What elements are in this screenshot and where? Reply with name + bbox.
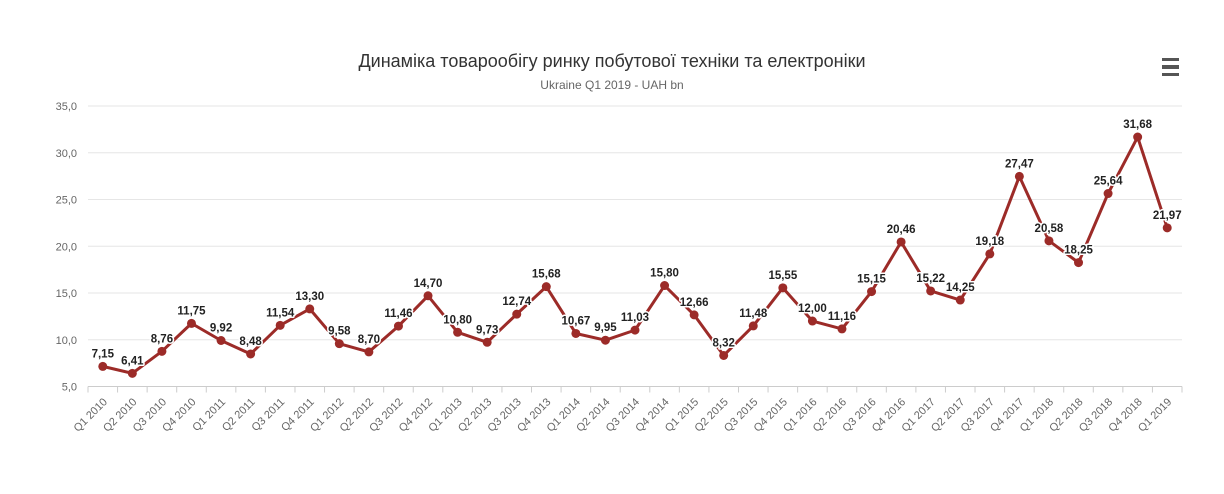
data-point[interactable] — [305, 304, 315, 314]
data-point-label: 19,18 — [975, 236, 1004, 248]
hamburger-menu-icon — [1161, 58, 1179, 76]
y-axis-label: 20,0 — [56, 241, 77, 253]
data-point-label: 10,67 — [561, 315, 590, 327]
data-point[interactable] — [157, 346, 167, 356]
data-point[interactable] — [985, 249, 995, 259]
y-axis-label: 15,0 — [56, 288, 77, 300]
data-point-label: 10,80 — [443, 314, 472, 326]
data-point-label: 11,75 — [177, 305, 206, 317]
data-point[interactable] — [512, 309, 522, 319]
export-menu-button[interactable] — [1158, 56, 1182, 78]
data-point[interactable] — [393, 321, 403, 331]
data-point-label: 9,92 — [210, 322, 232, 334]
data-point-label: 6,41 — [121, 355, 144, 367]
data-point-label: 8,70 — [358, 334, 380, 346]
y-axis-label: 35,0 — [56, 101, 77, 113]
data-point-label: 21,97 — [1153, 210, 1182, 222]
data-point[interactable] — [453, 327, 463, 337]
data-point[interactable] — [896, 237, 906, 247]
y-axis-label: 25,0 — [56, 195, 77, 207]
data-point-label: 25,64 — [1094, 176, 1123, 188]
data-point-label: 8,76 — [151, 333, 173, 345]
data-point-label: 8,32 — [713, 337, 735, 349]
data-point-label: 7,15 — [92, 348, 115, 360]
data-point[interactable] — [600, 335, 610, 345]
data-point-label: 15,15 — [857, 274, 886, 286]
data-point[interactable] — [423, 291, 433, 301]
data-point[interactable] — [867, 287, 877, 297]
data-point-label: 12,66 — [680, 297, 709, 309]
y-axis-label: 5,0 — [62, 382, 77, 394]
data-point[interactable] — [186, 318, 196, 328]
data-point[interactable] — [837, 324, 847, 334]
data-point-label: 27,47 — [1005, 158, 1034, 170]
data-point-label: 20,46 — [887, 224, 916, 236]
data-point[interactable] — [1044, 236, 1054, 246]
data-point-label: 11,54 — [266, 307, 295, 319]
data-point-label: 15,55 — [768, 270, 797, 282]
data-point[interactable] — [955, 295, 965, 305]
data-point-label: 14,70 — [414, 278, 443, 290]
data-point[interactable] — [778, 283, 788, 293]
data-point-label: 15,68 — [532, 269, 561, 281]
data-point[interactable] — [660, 281, 670, 291]
data-point-label: 15,22 — [916, 273, 945, 285]
data-point[interactable] — [334, 339, 344, 349]
data-point-label: 13,30 — [295, 291, 324, 303]
data-point[interactable] — [364, 347, 374, 357]
data-point[interactable] — [1014, 171, 1024, 181]
data-point-label: 11,16 — [828, 311, 856, 323]
data-point-label: 11,48 — [739, 308, 768, 320]
data-point[interactable] — [1074, 258, 1084, 268]
data-point[interactable] — [127, 368, 137, 378]
y-axis-label: 30,0 — [56, 148, 77, 160]
data-point-label: 18,25 — [1064, 245, 1093, 257]
data-point[interactable] — [571, 328, 581, 338]
data-point[interactable] — [275, 320, 285, 330]
data-point-label: 11,03 — [621, 312, 649, 324]
data-point-label: 11,46 — [384, 308, 412, 320]
data-point-label: 9,95 — [594, 322, 617, 334]
data-point[interactable] — [246, 349, 256, 359]
data-point-label: 9,58 — [328, 326, 351, 338]
data-point[interactable] — [719, 350, 729, 360]
data-point[interactable] — [541, 282, 551, 292]
series-line — [101, 135, 1169, 375]
data-point[interactable] — [689, 310, 699, 320]
data-point[interactable] — [1133, 132, 1143, 142]
data-point[interactable] — [926, 286, 936, 296]
data-point[interactable] — [482, 337, 492, 347]
chart-subtitle: Ukraine Q1 2019 - UAH bn — [540, 78, 684, 92]
data-point[interactable] — [1103, 189, 1113, 199]
data-point-label: 20,58 — [1035, 223, 1064, 235]
data-point-label: 8,48 — [239, 336, 262, 348]
data-point-label: 14,25 — [946, 282, 975, 294]
data-point-label: 15,80 — [650, 268, 679, 280]
data-point[interactable] — [1162, 223, 1172, 233]
data-point[interactable] — [630, 325, 640, 335]
data-point-label: 9,73 — [476, 324, 498, 336]
data-point[interactable] — [807, 316, 817, 326]
data-point[interactable] — [216, 335, 226, 345]
data-point[interactable] — [748, 321, 758, 331]
data-point-label: 12,74 — [502, 296, 531, 308]
chart-title: Динаміка товарообігу ринку побутової тех… — [358, 51, 866, 71]
y-axis-label: 10,0 — [56, 335, 77, 347]
data-point[interactable] — [98, 361, 108, 371]
data-point-label: 31,68 — [1123, 119, 1152, 131]
data-point-label: 12,00 — [798, 303, 827, 315]
